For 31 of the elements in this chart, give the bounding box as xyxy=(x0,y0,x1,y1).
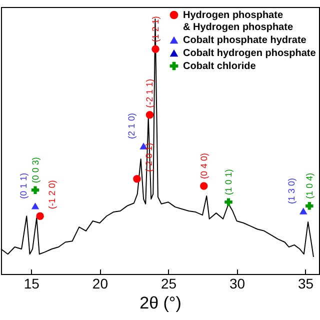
legend-label: Cobalt chloride xyxy=(183,61,256,72)
point xyxy=(306,202,314,210)
x-axis-title: 2θ (°) xyxy=(140,294,182,312)
x-tick-label: 30 xyxy=(229,276,246,292)
annotation: (2 1 0) xyxy=(126,112,137,139)
x-tick-label: 35 xyxy=(298,276,314,292)
annotation: (0 1 1) xyxy=(18,172,28,199)
annotation: (1 2 1) xyxy=(150,16,160,42)
point xyxy=(224,198,232,206)
point xyxy=(300,208,308,214)
annotation: (-1 2 0) xyxy=(47,180,58,210)
legend-label: Cobalt phosphate hydrate xyxy=(183,35,307,46)
point xyxy=(152,45,160,53)
legend-label: Hydrogen phosphate & Hydrogen phosphate xyxy=(183,10,294,33)
x-tick-label: 20 xyxy=(92,276,108,292)
x-tick-label: 15 xyxy=(24,276,40,292)
x-tick-label: 25 xyxy=(160,276,177,292)
point xyxy=(146,111,154,119)
annotation: (-2 0 1) xyxy=(144,142,154,172)
point xyxy=(31,186,40,194)
point xyxy=(36,212,44,220)
annotation: (-2 1 1) xyxy=(144,78,155,108)
annotation: (0 0 3) xyxy=(30,157,40,184)
annotation: (0 4 0) xyxy=(198,153,209,180)
annotation: (1 3 0) xyxy=(286,178,296,204)
point xyxy=(31,202,40,210)
point xyxy=(133,175,141,183)
point xyxy=(200,182,208,190)
annotation: (1 0 1) xyxy=(224,169,234,196)
annotation: (1 0 4) xyxy=(304,172,314,199)
legend-label: Cobalt hydrogen phosphate xyxy=(183,48,316,59)
